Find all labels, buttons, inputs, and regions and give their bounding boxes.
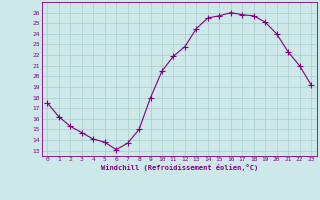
X-axis label: Windchill (Refroidissement éolien,°C): Windchill (Refroidissement éolien,°C) [100, 164, 258, 171]
